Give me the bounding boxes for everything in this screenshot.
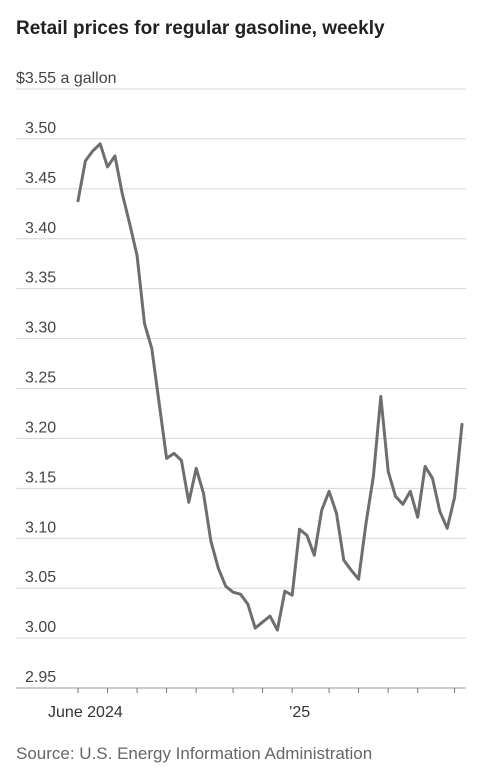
y-tick-label: 2.95 — [25, 669, 56, 686]
y-tick-label: 3.30 — [25, 320, 56, 337]
series-layer — [76, 142, 464, 632]
price-line — [76, 142, 464, 632]
x-axis: June 2024 ’25 — [48, 688, 456, 721]
y-tick-label: 3.50 — [25, 120, 56, 137]
y-tick-label: 3.25 — [25, 370, 56, 387]
gridlines — [16, 88, 466, 689]
y-tick-label: 3.05 — [25, 569, 56, 586]
x-tick-label: June 2024 — [48, 704, 123, 721]
y-tick-label: 3.35 — [25, 270, 56, 287]
y-tick-label: 3.20 — [25, 419, 56, 436]
x-tick-label: ’25 — [289, 704, 310, 721]
y-tick-label: 3.40 — [25, 220, 56, 237]
y-unit-label: $3.55 a gallon — [16, 70, 117, 87]
y-tick-label: 3.00 — [25, 619, 56, 636]
y-tick-label: 3.45 — [25, 170, 56, 187]
y-tick-label: 3.15 — [25, 469, 56, 486]
chart-title: Retail prices for regular gasoline, week… — [16, 18, 385, 39]
y-tick-labels: $3.55 a gallon 2.95 3.00 3.05 3.10 3.15 3.20 3.… — [16, 70, 117, 686]
source-note: Source: U.S. Energy Information Administ… — [16, 744, 373, 763]
y-tick-label: 3.10 — [25, 519, 56, 536]
